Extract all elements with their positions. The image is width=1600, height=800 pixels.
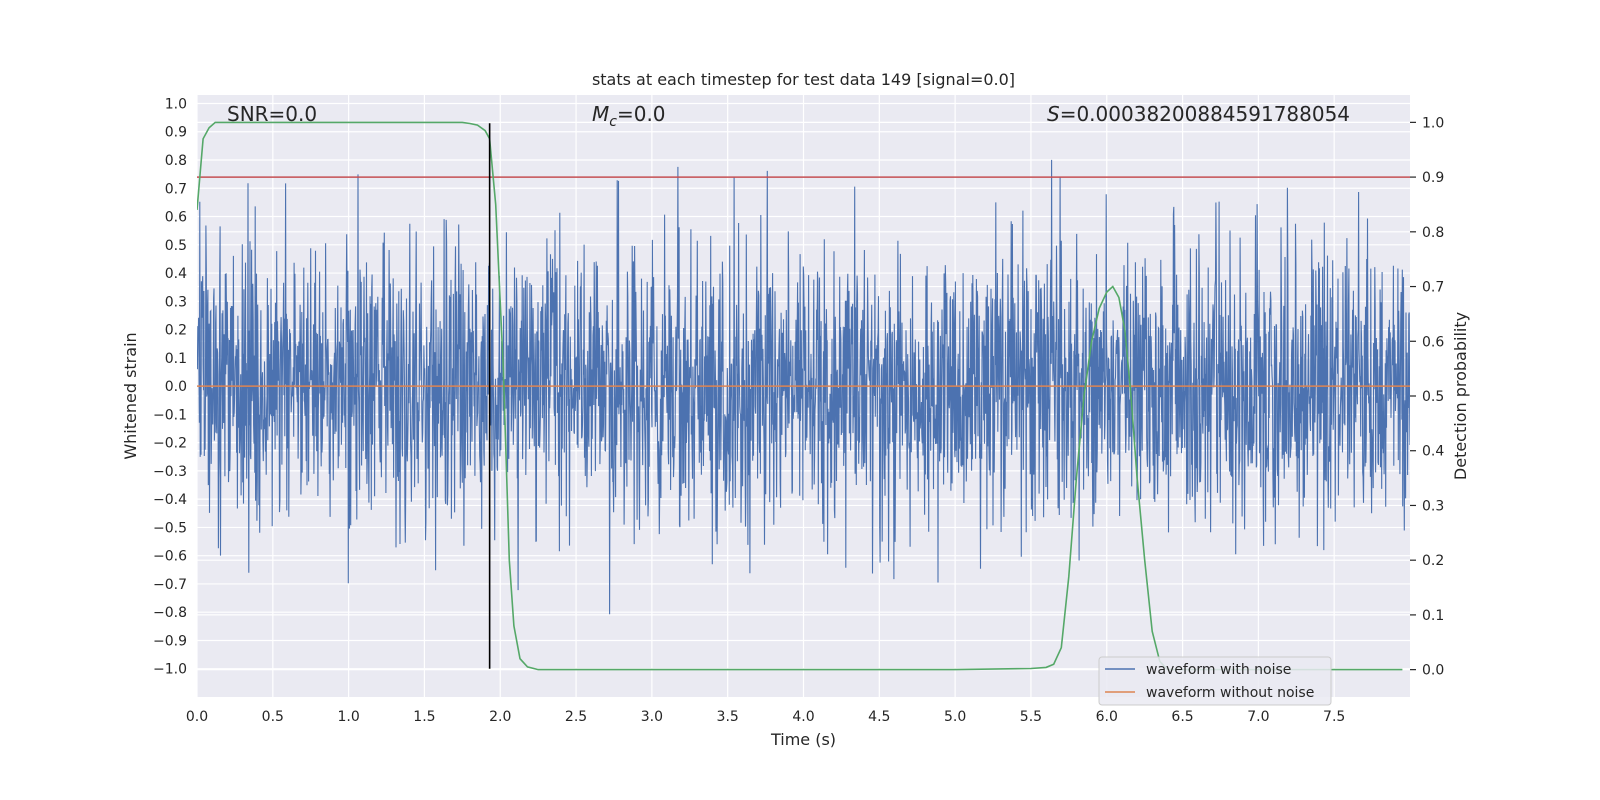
legend-label-waveform-with-noise: waveform with noise bbox=[1146, 662, 1291, 678]
y-tick-label: −0.1 bbox=[153, 407, 187, 423]
y-tick-label: 0.2 bbox=[165, 323, 187, 339]
legend-box bbox=[1098, 656, 1332, 706]
y-tick-label: 0.9 bbox=[165, 125, 187, 141]
y2-tick-label: 0.7 bbox=[1422, 280, 1444, 296]
y2-tick-label: 0.3 bbox=[1422, 498, 1444, 514]
x-tick-label: 3.5 bbox=[717, 709, 739, 725]
y2-tick-label: 0.4 bbox=[1422, 444, 1444, 460]
y-tick-label: −0.9 bbox=[153, 633, 187, 649]
y-tick-label: −0.4 bbox=[153, 492, 187, 508]
score-annotation: S=0.00038200884591788054 bbox=[1047, 102, 1350, 126]
y2-tick-label: 0.8 bbox=[1422, 225, 1444, 241]
x-tick-label: 0.5 bbox=[262, 709, 284, 725]
x-axis-ticks: 0.0 0.5 1.0 1.5 2.0 2.5 3.0 3.5 4.0 4.5 5.0 5.5 6.0 6… bbox=[186, 709, 1345, 725]
y-tick-label: −0.5 bbox=[153, 520, 187, 536]
x-tick-label: 2.5 bbox=[565, 709, 587, 725]
series-detection-probability bbox=[197, 121, 1403, 671]
y-tick-label: 0.5 bbox=[165, 238, 187, 254]
x-tick-label: 1.5 bbox=[413, 709, 435, 725]
x-tick-label: 4.5 bbox=[868, 709, 890, 725]
x-tick-label: 2.0 bbox=[489, 709, 511, 725]
y-tick-label: 0.1 bbox=[165, 351, 187, 367]
x-tick-label: 6.5 bbox=[1171, 709, 1193, 725]
chart-title: stats at each timestep for test data 149… bbox=[592, 70, 1015, 89]
y2-tick-label: 0.2 bbox=[1422, 553, 1444, 569]
series-waveform-with-noise bbox=[197, 159, 1410, 615]
y2-tick-label: 0.9 bbox=[1422, 170, 1444, 186]
x-tick-label: 6.0 bbox=[1096, 709, 1118, 725]
y2-tick-label: 0.0 bbox=[1422, 663, 1444, 679]
y-tick-label: −1.0 bbox=[153, 662, 187, 678]
x-axis-label: Time (s) bbox=[770, 730, 836, 749]
x-tick-label: 5.5 bbox=[1020, 709, 1042, 725]
snr-annotation: SNR=0.0 bbox=[227, 102, 317, 126]
x-tick-label: 5.0 bbox=[944, 709, 966, 725]
legend: waveform with noise waveform without noi… bbox=[1098, 656, 1332, 706]
x-tick-label: 4.0 bbox=[792, 709, 814, 725]
x-tick-label: 0.0 bbox=[186, 709, 208, 725]
chirp-mass-annotation: Mc=0.0 bbox=[592, 102, 666, 130]
y-axis-ticks: 1.0 0.9 0.8 0.7 0.6 0.5 0.4 0.3 0.2 0.1 0.0 −0.1 −0.… bbox=[153, 96, 187, 677]
x-tick-label: 3.0 bbox=[641, 709, 663, 725]
y-tick-label: −0.8 bbox=[153, 605, 187, 621]
x-tick-label: 7.0 bbox=[1247, 709, 1269, 725]
y-tick-label: 0.8 bbox=[165, 153, 187, 169]
y-tick-label: 1.0 bbox=[165, 96, 187, 112]
y2-tick-label: 0.5 bbox=[1422, 389, 1444, 405]
y-tick-label: 0.4 bbox=[165, 266, 187, 282]
y-axis-label: Whitened strain bbox=[121, 332, 140, 459]
y-tick-label: −0.7 bbox=[153, 577, 187, 593]
y-tick-label: 0.0 bbox=[165, 379, 187, 395]
y-tick-label: 0.3 bbox=[165, 294, 187, 310]
y-tick-label: 0.6 bbox=[165, 210, 187, 226]
x-tick-label: 1.0 bbox=[337, 709, 359, 725]
x-tick-label: 7.5 bbox=[1323, 709, 1345, 725]
y-tick-label: −0.2 bbox=[153, 436, 187, 452]
legend-label-waveform-without-noise: waveform without noise bbox=[1146, 685, 1314, 701]
y2-tick-label: 0.1 bbox=[1422, 608, 1444, 624]
y2-tick-label: 1.0 bbox=[1422, 115, 1444, 131]
y2-axis-ticks: 1.0 0.9 0.8 0.7 0.6 0.5 0.4 0.3 0.2 0.1 0.0 bbox=[1410, 115, 1444, 679]
y2-axis-label: Detection probability bbox=[1451, 312, 1470, 480]
y-tick-label: −0.3 bbox=[153, 464, 187, 480]
y-tick-label: 0.7 bbox=[165, 181, 187, 197]
y-tick-label: −0.6 bbox=[153, 549, 187, 565]
y2-tick-label: 0.6 bbox=[1422, 334, 1444, 350]
